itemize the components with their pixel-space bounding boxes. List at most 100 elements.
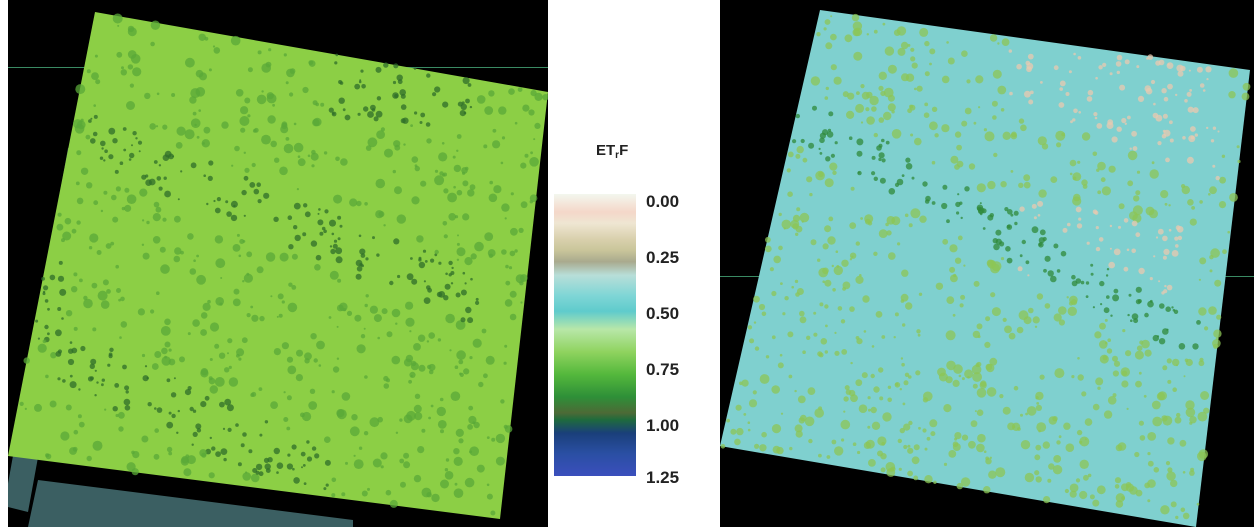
etrf-map-left	[8, 12, 548, 527]
texture-dot	[224, 367, 230, 373]
texture-dot	[1124, 59, 1130, 65]
texture-dot	[263, 192, 270, 199]
texture-dot	[804, 416, 815, 427]
texture-dot	[1092, 499, 1100, 507]
texture-dot	[56, 223, 64, 231]
texture-dot	[1059, 80, 1066, 87]
texture-dot	[1026, 406, 1037, 416]
texture-dot	[45, 374, 49, 379]
texture-dot	[449, 349, 452, 352]
texture-dot	[1166, 358, 1172, 364]
texture-dot	[444, 471, 454, 480]
texture-dot	[1108, 165, 1116, 173]
texture-dot	[943, 404, 952, 413]
texture-dot	[483, 144, 488, 149]
texture-dot	[913, 444, 920, 451]
texture-dot	[992, 69, 1002, 79]
texture-dot	[816, 32, 821, 37]
texture-dot	[786, 168, 791, 173]
texture-dot	[826, 455, 831, 459]
texture-dot	[1186, 91, 1192, 97]
texture-dot	[201, 139, 210, 148]
texture-dot	[83, 298, 93, 309]
texture-dot	[952, 379, 960, 387]
texture-dot	[244, 167, 250, 173]
texture-dot	[1018, 182, 1024, 188]
texture-dot	[975, 75, 984, 84]
texture-dot	[1206, 78, 1209, 81]
texture-dot	[501, 203, 510, 212]
texture-dot	[922, 428, 927, 433]
texture-dot	[1192, 107, 1199, 114]
texture-dot	[1086, 241, 1090, 245]
texture-dot	[300, 412, 305, 418]
texture-dot	[1056, 440, 1061, 445]
texture-dot	[456, 258, 460, 261]
texture-dot	[1035, 476, 1042, 483]
texture-dot	[806, 176, 813, 183]
texture-dot	[510, 192, 514, 196]
texture-dot	[840, 319, 846, 324]
texture-dot	[334, 61, 338, 65]
texture-dot	[849, 252, 857, 259]
texture-dot	[1028, 99, 1034, 105]
texture-dot	[450, 282, 454, 285]
texture-dot	[100, 140, 106, 147]
texture-dot	[771, 424, 782, 434]
texture-dot	[903, 444, 908, 450]
texture-dot	[976, 443, 985, 453]
texture-dot	[980, 380, 987, 387]
texture-dot	[1166, 284, 1173, 291]
texture-dot	[794, 389, 797, 393]
texture-dot	[510, 227, 518, 236]
texture-dot	[62, 231, 72, 241]
texture-dot	[215, 258, 226, 269]
texture-dot	[364, 303, 368, 308]
texture-dot	[297, 155, 301, 158]
texture-dot	[823, 27, 827, 31]
texture-dot	[1136, 345, 1143, 352]
texture-dot	[124, 405, 131, 411]
texture-dot	[500, 399, 505, 404]
texture-dot	[758, 303, 766, 311]
texture-dot	[345, 461, 348, 465]
texture-dot	[108, 127, 116, 135]
texture-dot	[1155, 114, 1163, 122]
texture-dot	[243, 214, 246, 217]
texture-dot	[970, 420, 978, 428]
texture-dot	[246, 313, 251, 318]
texture-dot	[1018, 310, 1029, 321]
texture-dot	[1121, 380, 1129, 388]
texture-dot	[156, 92, 160, 96]
texture-dot	[356, 344, 366, 354]
texture-dot	[319, 231, 324, 236]
texture-dot	[1053, 455, 1062, 463]
texture-dot	[389, 280, 394, 286]
texture-dot	[788, 374, 793, 379]
texture-dot	[243, 175, 249, 181]
texture-dot	[395, 322, 398, 325]
texture-dot	[353, 454, 356, 457]
texture-dot	[813, 332, 818, 337]
texture-dot	[852, 442, 857, 447]
texture-dot	[268, 48, 272, 52]
texture-dot	[73, 326, 78, 331]
texture-dot	[931, 201, 936, 205]
texture-dot	[277, 293, 284, 300]
texture-dot	[455, 320, 466, 330]
texture-dot	[323, 151, 328, 155]
texture-dot	[1162, 235, 1168, 242]
texture-dot	[828, 111, 834, 117]
texture-dot	[76, 220, 81, 225]
map-panel-right	[720, 0, 1254, 527]
texture-dot	[1116, 54, 1123, 61]
texture-dot	[1185, 358, 1193, 367]
texture-dot	[916, 85, 923, 92]
texture-dot	[765, 236, 771, 243]
texture-dot	[336, 409, 345, 418]
texture-dot	[476, 464, 485, 473]
texture-dot	[316, 340, 325, 350]
texture-dot	[1073, 108, 1078, 114]
texture-dot	[1182, 512, 1190, 520]
texture-dot	[464, 282, 467, 285]
